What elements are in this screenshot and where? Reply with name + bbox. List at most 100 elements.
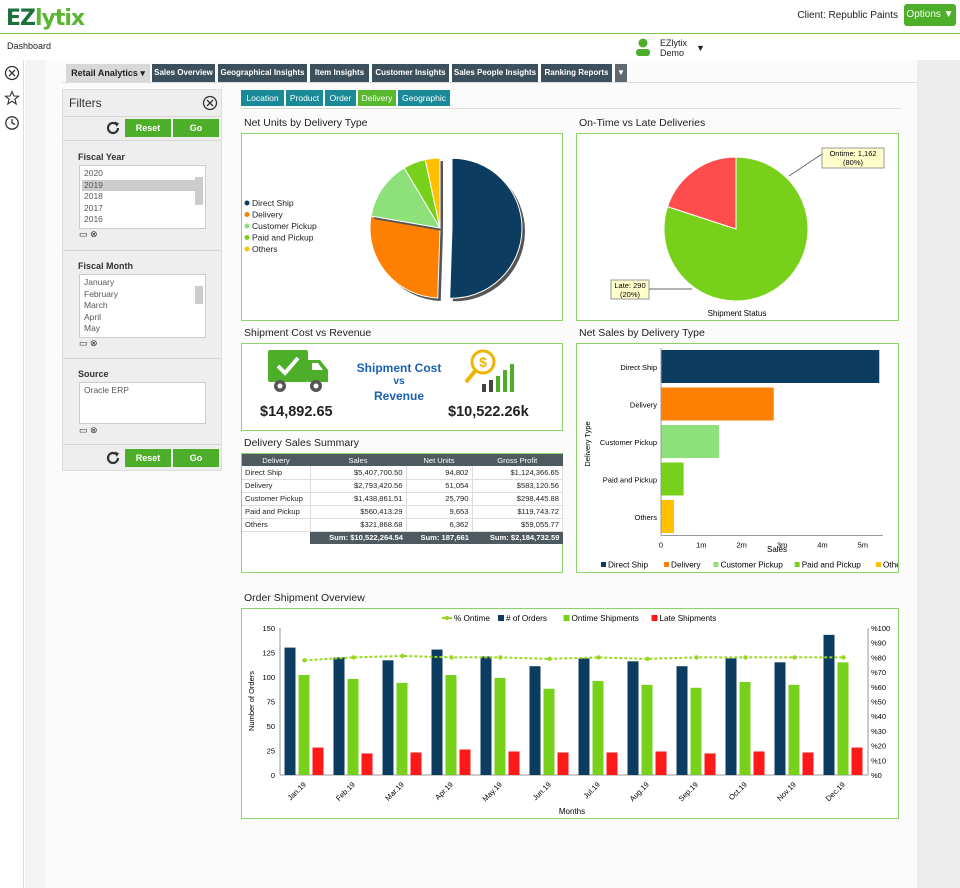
net-sales-title: Net Sales by Delivery Type [579, 327, 705, 339]
table-row: Customer Pickup $1,438,861.51 25,790 $298,4… [242, 492, 563, 506]
table-cell: Others [242, 518, 311, 532]
x-axis-label: Months [559, 807, 585, 816]
subtab-location[interactable]: Location [241, 90, 284, 106]
cost-revenue-panel: $14,892.65 Shipment Cost vs Revenue $ $1… [241, 343, 563, 431]
x-tick-label: May.19 [481, 780, 504, 803]
select-all-icon[interactable]: ▭ [79, 425, 88, 435]
subtab-geographic[interactable]: Geographic [398, 90, 450, 106]
refresh-icon[interactable] [104, 449, 122, 467]
y2-tick-label: %20 [871, 742, 886, 751]
table-cell: $583,120.56 [472, 479, 563, 493]
list-item[interactable]: February [84, 288, 119, 299]
fiscal-month-actions: ▭ ⊗ [79, 338, 98, 349]
close-filters-icon[interactable] [202, 95, 218, 111]
line-point [841, 655, 846, 660]
line-point [547, 656, 552, 662]
column-header[interactable]: Gross Profit [472, 454, 563, 466]
select-all-icon[interactable]: ▭ [79, 338, 88, 348]
go-button[interactable]: Go [173, 119, 219, 137]
dashboard-tab[interactable]: Dashboard [7, 41, 52, 51]
tab-overflow-caret-icon[interactable]: ▼ [615, 64, 627, 82]
list-item[interactable]: 2017 [84, 202, 103, 213]
ezlytix-logo[interactable]: EZlytix [6, 6, 85, 31]
subtab-order[interactable]: Order [325, 90, 356, 106]
left-rail [0, 60, 24, 888]
column-header[interactable]: Delivery [242, 454, 310, 466]
y-tick-label: 125 [262, 649, 275, 658]
clear-icon[interactable]: ⊗ [90, 425, 98, 435]
bar [774, 662, 786, 775]
list-item[interactable]: 2016 [84, 214, 103, 224]
y-axis-label: Delivery Type [583, 421, 592, 466]
legend-label: Paid and Pickup [802, 561, 862, 570]
legend-label: Paid and Pickup [252, 233, 314, 243]
bar [382, 660, 394, 775]
list-item[interactable]: March [84, 300, 108, 310]
clear-icon[interactable]: ⊗ [90, 229, 98, 239]
subtab-delivery[interactable]: Delivery [358, 90, 396, 106]
fiscal-year-list[interactable]: 2020 2019 2018 2017 2016 [79, 165, 206, 229]
tab-geographical-insights[interactable]: Geographical Insights [218, 64, 307, 82]
options-button[interactable]: Options ▼ [904, 4, 956, 26]
column-header[interactable]: Net Units [406, 454, 472, 466]
table-row: Paid and Pickup $560,413.29 9,653 $119,743.… [242, 505, 563, 519]
tab-item-insights[interactable]: Item Insights [310, 64, 369, 82]
legend-marker [794, 562, 800, 567]
y2-tick-label: %40 [871, 712, 886, 721]
data-label-box [821, 147, 885, 169]
tab-sales-people-insights[interactable]: Sales People Insights [452, 64, 538, 82]
pie-slice [666, 156, 737, 230]
list-item[interactable]: 2020 [84, 168, 103, 178]
y-tick-label: Others [634, 513, 657, 522]
close-circle-icon[interactable] [4, 65, 20, 81]
filters-title: Filters [69, 96, 102, 110]
table-cell: $59,055.77 [472, 518, 563, 532]
x-tick-label: Dec.19 [824, 780, 847, 803]
total-profit: Sum: $2,184,732.59 [472, 531, 563, 544]
table-cell: 9,653 [406, 505, 473, 519]
scrollbar-thumb[interactable] [195, 177, 203, 205]
table-cell: 94,802 [406, 466, 473, 480]
table-cell: $321,868.68 [310, 518, 407, 532]
subtab-product[interactable]: Product [286, 90, 323, 106]
reset-button[interactable]: Reset [125, 119, 171, 137]
tab-ranking-reports[interactable]: Ranking Reports [541, 64, 612, 82]
bar [823, 634, 835, 775]
bar [592, 680, 604, 775]
list-item[interactable]: April [84, 311, 102, 322]
scrollbar-thumb[interactable] [195, 286, 203, 304]
tab-retail-analytics[interactable]: Retail Analytics ▾ [66, 64, 150, 82]
star-icon[interactable] [4, 90, 20, 106]
client-name: Republic Paints [828, 10, 898, 21]
select-all-icon[interactable]: ▭ [79, 229, 88, 239]
column-header[interactable]: Sales [310, 454, 406, 466]
reset-button-bottom[interactable]: Reset [125, 449, 171, 467]
table-cell: $298,445.88 [472, 492, 563, 506]
bar [655, 751, 667, 775]
cost-vs-revenue-heading: Shipment Cost vs Revenue [347, 361, 451, 403]
history-clock-icon[interactable] [4, 115, 20, 131]
legend-label: Delivery [671, 561, 701, 570]
legend-marker [563, 615, 570, 621]
tab-sales-overview[interactable]: Sales Overview [152, 64, 215, 82]
list-item[interactable]: 2018 [84, 191, 103, 201]
go-button-bottom[interactable]: Go [173, 449, 219, 467]
bar [396, 682, 408, 775]
bar [284, 647, 296, 775]
filters-panel: Filters Reset Go Fiscal Year 2020 2019 2… [62, 89, 222, 471]
data-label: (20%) [620, 290, 641, 299]
subtab-divider [241, 108, 901, 109]
filters-separator [63, 444, 221, 445]
tab-customer-insights[interactable]: Customer Insights [372, 64, 449, 82]
table-cell [242, 531, 310, 544]
leader-line [788, 153, 823, 177]
list-item[interactable]: January [84, 277, 115, 287]
refresh-icon[interactable] [104, 119, 122, 137]
fiscal-month-list[interactable]: January February March April May [79, 274, 206, 338]
source-list[interactable]: Oracle ERP [79, 382, 206, 424]
clear-icon[interactable]: ⊗ [90, 338, 98, 348]
list-item[interactable]: May [84, 323, 101, 333]
list-item[interactable]: Oracle ERP [84, 385, 129, 395]
filters-separator [63, 358, 221, 359]
list-item-selected[interactable]: 2019 [82, 179, 203, 191]
